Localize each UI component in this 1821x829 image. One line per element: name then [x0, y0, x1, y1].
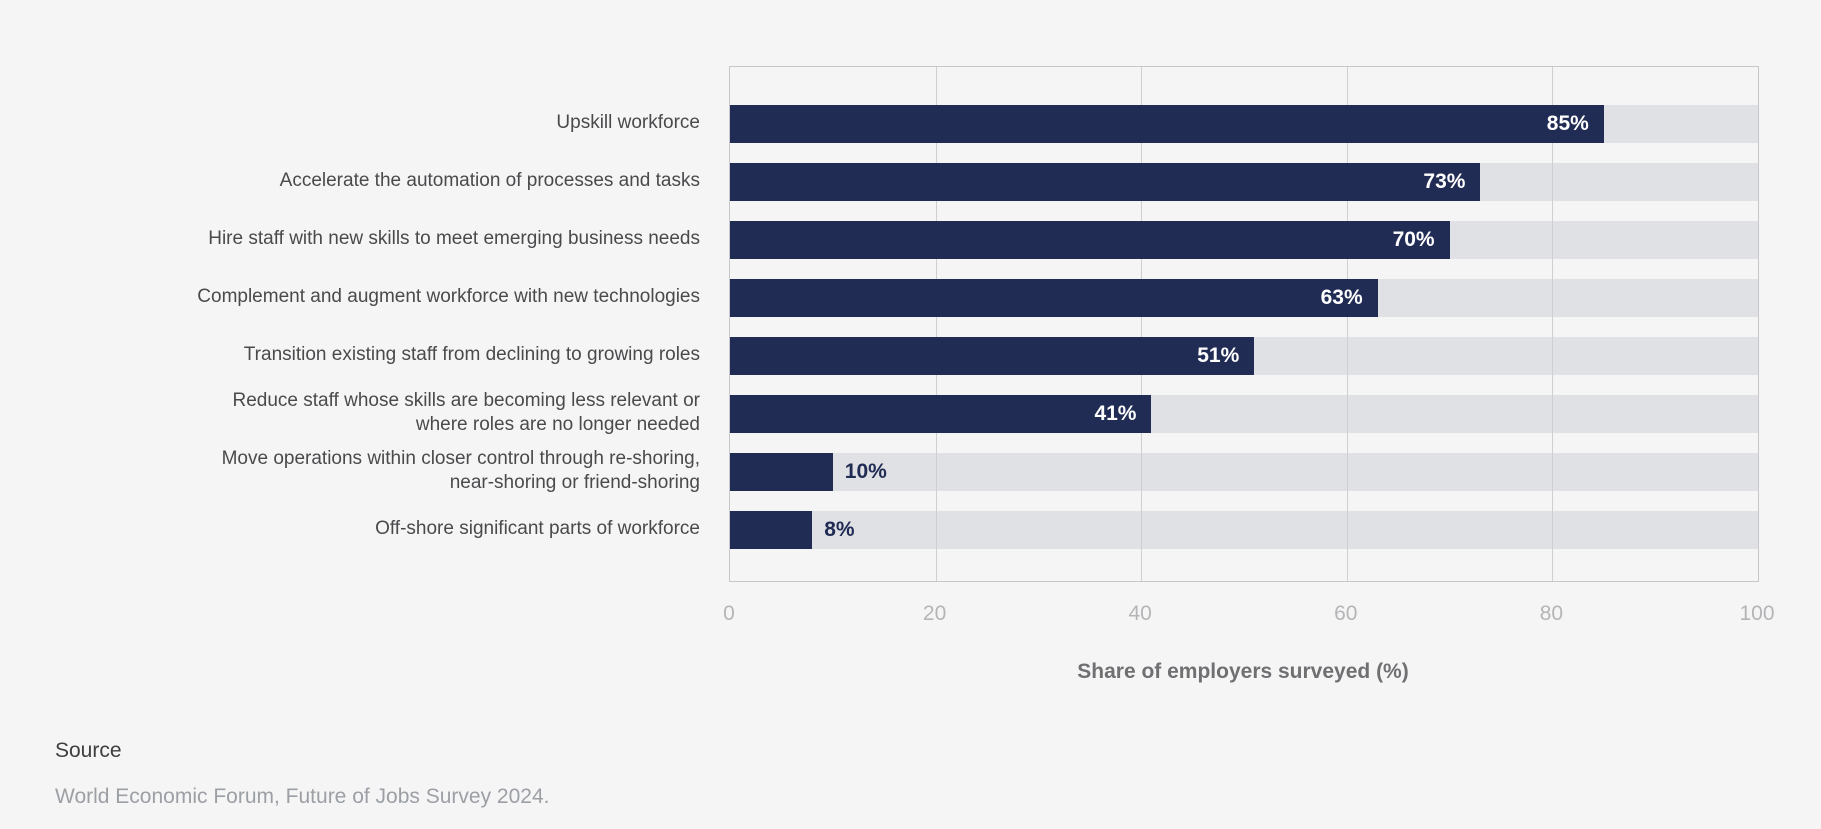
bar-row: 51% [730, 337, 1758, 375]
gridline-x-60 [1346, 67, 1348, 581]
category-label: Off-shore significant parts of workforce [375, 518, 700, 539]
gridline-x-80 [1552, 67, 1554, 581]
category-label: Accelerate the automation of processes a… [279, 170, 700, 191]
x-tick-label: 80 [1539, 602, 1564, 625]
bar-value-label: 8% [824, 518, 855, 541]
x-tick-label: 0 [723, 602, 735, 625]
gridline-x-20 [935, 67, 937, 581]
x-tick-label: 60 [1334, 602, 1358, 625]
x-axis-title: Share of employers surveyed (%) [1077, 660, 1409, 683]
bar-row: 85% [730, 105, 1758, 143]
category-label: Upskill workforce [556, 112, 700, 133]
bar-value-label: 70% [1392, 228, 1435, 251]
source-text: World Economic Forum, Future of Jobs Sur… [55, 785, 550, 808]
gridline-x-40 [1141, 67, 1143, 581]
bar-value-label: 73% [1423, 170, 1466, 193]
bar: 70% [730, 221, 1450, 259]
bar-row: 70% [730, 221, 1758, 259]
category-label: Move operations within closer control th… [221, 448, 700, 493]
bar: 41% [730, 395, 1152, 433]
x-tick-label: 20 [922, 602, 947, 625]
category-label: Hire staff with new skills to meet emerg… [208, 228, 700, 249]
bar-value-label: 41% [1094, 402, 1137, 425]
bar [730, 511, 813, 549]
bar-row: 8% [730, 511, 1758, 549]
plot-area: 85% 73% 70% 63% 51% 41% 10% 8% [729, 66, 1759, 582]
x-tick-label: 40 [1128, 602, 1152, 625]
bar-row: 41% [730, 395, 1758, 433]
category-label: Transition existing staff from declining… [243, 344, 700, 365]
bar-track [730, 511, 1758, 549]
bar: 51% [730, 337, 1255, 375]
bar-track [730, 453, 1758, 491]
bar-value-label: 10% [844, 460, 887, 483]
bar: 85% [730, 105, 1604, 143]
category-label: Reduce staff whose skills are becoming l… [232, 390, 701, 435]
bar-row: 10% [730, 453, 1758, 491]
bar: 63% [730, 279, 1378, 317]
x-tick-label: 100 [1739, 602, 1775, 625]
category-label: Complement and augment workforce with ne… [197, 286, 700, 307]
bar [730, 453, 833, 491]
bar-row: 73% [730, 163, 1758, 201]
bar-value-label: 51% [1197, 344, 1240, 367]
bar-row: 63% [730, 279, 1758, 317]
category-axis: Upskill workforce Accelerate the automati… [40, 66, 700, 580]
source-label: Source [55, 739, 122, 762]
bar-value-label: 63% [1320, 286, 1363, 309]
bar: 73% [730, 163, 1481, 201]
bar-value-label: 85% [1546, 112, 1589, 135]
